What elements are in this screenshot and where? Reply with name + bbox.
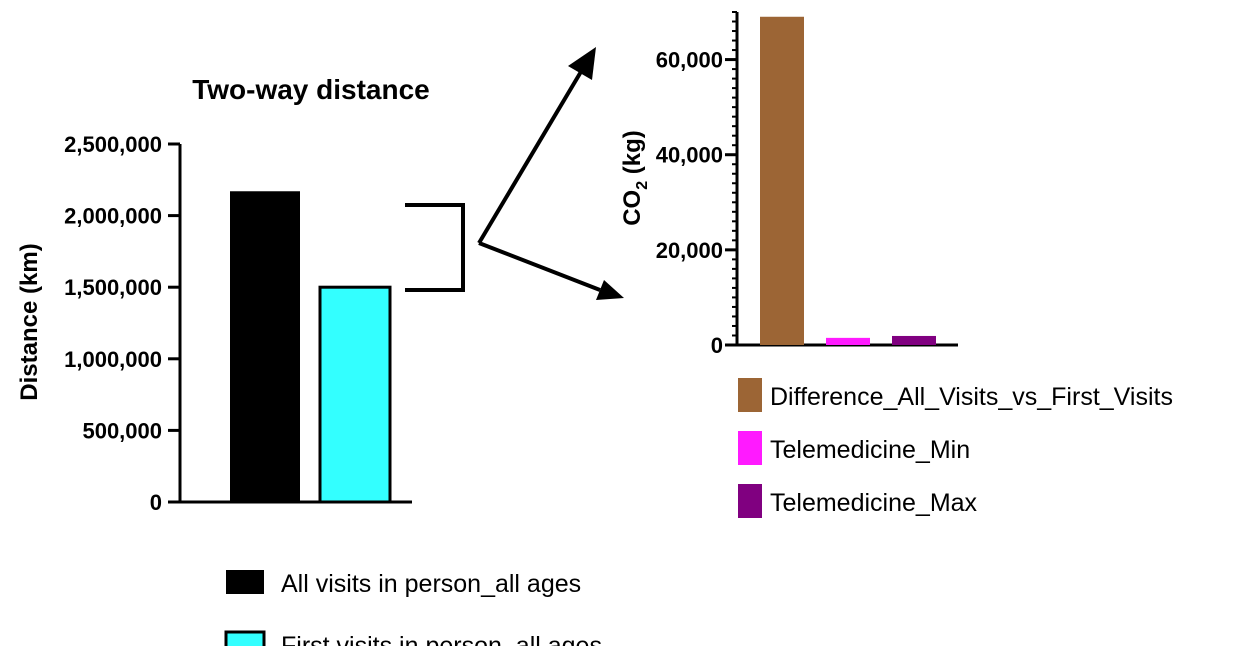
distance-legend-label: First visits in person_all ages: [281, 632, 602, 646]
co2-bar: [892, 335, 936, 345]
distance-chart-title: Two-way distance: [192, 74, 430, 105]
distance-bar: [318, 285, 392, 504]
distance-bar: [230, 191, 300, 503]
distance-legend-label: All visits in person_all ages: [281, 570, 581, 598]
distance-y-tick-label: 500,000: [82, 418, 162, 443]
distance-y-tick-label: 1,000,000: [64, 347, 162, 372]
distance-chart: Two-way distance Distance (km) 0 500,000 1…: [16, 74, 430, 515]
distance-y-axis-label: Distance (km): [16, 243, 43, 400]
distance-y-tick-label: 2,500,000: [64, 132, 162, 157]
connector: [405, 47, 624, 300]
arrow-up-head: [568, 47, 596, 80]
co2-bar: [760, 16, 804, 346]
co2-legend-swatch: [738, 378, 762, 412]
co2-legend: Difference_All_Visits_vs_First_Visits Tel…: [738, 378, 1173, 518]
co2-chart: CO2 (kg) 0 20,000 40,000 60,000: [619, 11, 958, 358]
arrow-up-line: [477, 68, 584, 245]
co2-legend-label: Telemedicine_Max: [770, 489, 978, 517]
arrow-down-line: [478, 241, 601, 292]
co2-y-tick-label: 60,000: [656, 48, 723, 73]
co2-y-tick-label: 0: [711, 333, 723, 358]
co2-y-tick-label: 20,000: [656, 238, 723, 263]
co2-y-axis-label: CO2 (kg): [619, 130, 651, 226]
distance-y-tick-label: 1,500,000: [64, 275, 162, 300]
distance-y-tick-label: 0: [150, 490, 162, 515]
co2-legend-swatch: [738, 484, 762, 518]
bracket: [405, 203, 465, 292]
co2-legend-label: Difference_All_Visits_vs_First_Visits: [770, 383, 1173, 411]
distance-y-tick-label: 2,000,000: [64, 204, 162, 229]
co2-legend-swatch: [738, 431, 762, 465]
co2-y-tick-label: 40,000: [656, 143, 723, 168]
co2-bar: [826, 337, 870, 345]
co2-legend-label: Telemedicine_Min: [770, 436, 970, 464]
arrow-down-head: [596, 280, 624, 300]
distance-legend: All visits in person_all ages First visit…: [224, 570, 602, 646]
distance-legend-swatch: [224, 630, 266, 646]
distance-legend-swatch: [226, 570, 264, 594]
